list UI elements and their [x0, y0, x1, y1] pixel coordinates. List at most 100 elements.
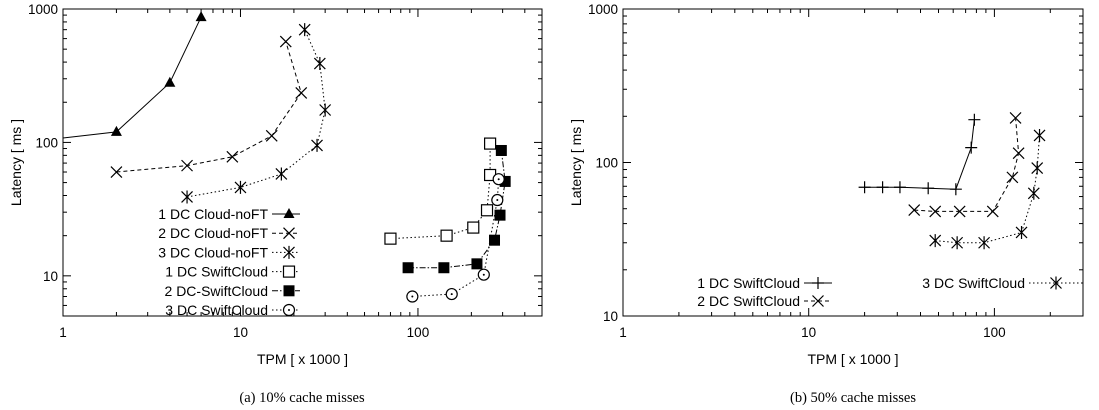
data-point	[311, 138, 323, 152]
data-point-dot	[497, 178, 500, 181]
y-tick-label: 100	[595, 156, 618, 171]
data-point	[164, 76, 176, 87]
data-point	[876, 181, 889, 194]
data-point	[893, 181, 906, 194]
data-point	[1033, 128, 1046, 142]
data-point	[110, 166, 123, 178]
data-point	[195, 11, 207, 22]
data-point	[467, 221, 480, 234]
legend-marker	[283, 208, 295, 218]
x-tick-label: 10	[801, 325, 816, 340]
series-line	[186, 29, 326, 198]
data-point	[965, 141, 978, 154]
x-axis-label: TPM [ x 1000 ]	[807, 351, 898, 367]
data-point	[1006, 171, 1019, 184]
series-line	[63, 16, 202, 139]
figure-caption: (a) 10% cache misses	[239, 390, 365, 406]
data-point	[275, 167, 288, 181]
legend-label: 3 DC Cloud-noFT	[158, 244, 268, 260]
plot-frame	[622, 8, 1084, 317]
legend-marker	[1050, 276, 1062, 290]
series-1	[63, 11, 207, 139]
legend-label: 1 DC SwiftCloud	[697, 275, 800, 291]
data-point	[908, 204, 921, 216]
data-point	[494, 209, 506, 221]
data-point	[978, 236, 991, 250]
series-6	[406, 173, 505, 303]
x-tick-label: 10	[233, 325, 248, 340]
data-point-dot	[496, 199, 499, 202]
legend-label: 2 DC Cloud-noFT	[158, 225, 268, 241]
legend-marker	[283, 285, 295, 297]
data-point	[968, 113, 981, 126]
data-point	[384, 232, 397, 245]
data-point	[1031, 161, 1044, 175]
data-point	[471, 258, 483, 270]
series-2	[908, 112, 1025, 218]
series-1	[858, 113, 981, 196]
y-axis-label: Latency [ ms ]	[568, 119, 584, 206]
data-point	[929, 205, 942, 218]
legend-marker	[283, 227, 295, 240]
data-point	[234, 180, 247, 194]
figure-caption: (b) 50% cache misses	[790, 390, 916, 406]
y-axis-label: Latency [ ms ]	[8, 119, 24, 206]
y-tick-label: 10	[603, 309, 618, 324]
data-point	[438, 262, 450, 274]
x-tick-label: 1	[619, 325, 627, 340]
data-point	[440, 229, 453, 242]
data-point-dot	[482, 273, 485, 276]
data-point	[922, 182, 935, 195]
data-point	[929, 234, 942, 248]
data-point	[953, 205, 966, 218]
data-point	[951, 236, 964, 250]
series-3	[181, 23, 332, 204]
data-point-dot	[411, 295, 414, 298]
data-point	[181, 159, 193, 172]
legend-label: 2 DC-SwiftCloud	[165, 283, 268, 299]
data-point	[279, 35, 292, 48]
legend: 1 DC SwiftCloud 2 DC SwiftCloud 3 DC Swift…	[697, 275, 1083, 309]
legend-marker	[812, 277, 824, 289]
data-point	[298, 23, 311, 37]
data-point	[495, 144, 507, 156]
data-point	[489, 234, 501, 246]
x-tick-label: 100	[407, 325, 430, 340]
series-line	[116, 41, 302, 173]
x-tick-label: 1	[59, 325, 67, 340]
data-point	[499, 175, 511, 187]
series-2	[110, 35, 308, 178]
series-line	[914, 117, 1020, 212]
legend: 1 DC Cloud-noFT 2 DC Cloud-noFT 3 DC Cloud…	[158, 206, 300, 318]
series-3	[929, 128, 1046, 250]
legend-marker-dot	[288, 309, 290, 311]
legend-label: 3 DC SwiftCloud	[922, 275, 1025, 291]
x-axis-label: TPM [ x 1000 ]	[257, 351, 348, 367]
y-tick-label: 1000	[588, 2, 618, 17]
y-tick-label: 1000	[28, 2, 58, 17]
y-tick-label: 100	[35, 135, 58, 150]
data-point	[484, 137, 497, 150]
series-5	[402, 144, 511, 274]
data-point	[1009, 112, 1022, 124]
data-point	[1012, 147, 1025, 160]
data-point	[110, 125, 122, 136]
legend-marker	[283, 245, 295, 259]
plot-frame	[62, 8, 543, 317]
data-point	[402, 262, 414, 274]
data-point	[1027, 186, 1040, 200]
legend-label: 3 DC SwiftCloud	[165, 302, 268, 318]
data-point-dot	[450, 293, 453, 296]
legend-marker	[282, 265, 296, 278]
series-4	[384, 137, 497, 245]
chart-a: 1 10 100 10 100 1000 TPM [ x 1000 ] Latency [ m…	[8, 2, 543, 406]
data-point	[181, 190, 193, 204]
data-point	[295, 86, 308, 99]
data-point	[858, 181, 871, 194]
y-tick-label: 10	[43, 269, 58, 284]
data-point	[1015, 225, 1028, 239]
data-point	[313, 57, 326, 71]
series-line	[864, 119, 975, 190]
